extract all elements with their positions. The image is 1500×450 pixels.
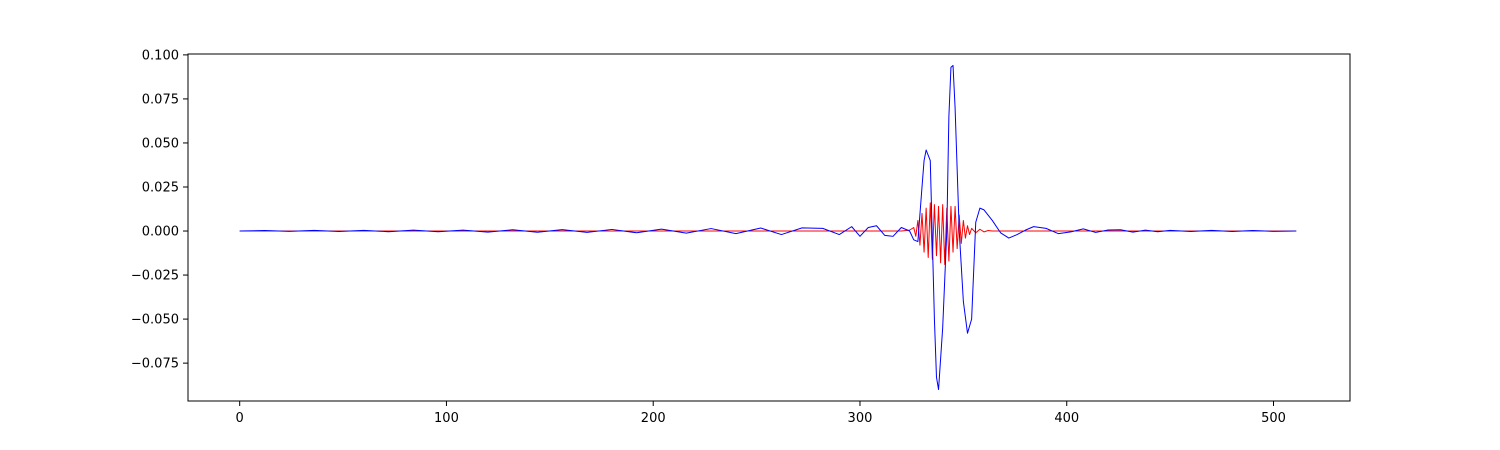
x-axis: 0 100 200 300 400 500 xyxy=(236,401,1286,426)
y-tick-label: 0.025 xyxy=(142,180,179,195)
y-tick-label: 0.075 xyxy=(142,92,179,107)
x-tick-label: 400 xyxy=(1054,411,1079,426)
y-tick-label: −0.075 xyxy=(131,357,179,372)
x-tick-label: 300 xyxy=(848,411,873,426)
plot-area xyxy=(239,64,1297,391)
x-tick-label: 500 xyxy=(1261,411,1286,426)
series-line-1 xyxy=(239,64,1297,391)
x-tick-label: 200 xyxy=(641,411,666,426)
series-line-0 xyxy=(239,202,1297,265)
x-tick-label: 0 xyxy=(236,411,244,426)
y-tick-label: −0.050 xyxy=(131,313,179,328)
y-tick-label: 0.050 xyxy=(142,136,179,151)
y-tick-label: 0.000 xyxy=(142,225,179,240)
x-tick-label: 100 xyxy=(434,411,459,426)
y-tick-label: −0.025 xyxy=(131,269,179,284)
y-axis: 0.100 0.075 0.050 0.025 0.000 −0.025 −0.050 −0.… xyxy=(131,48,188,372)
y-tick-label: 0.100 xyxy=(142,48,179,63)
axes-frame xyxy=(187,53,1351,402)
